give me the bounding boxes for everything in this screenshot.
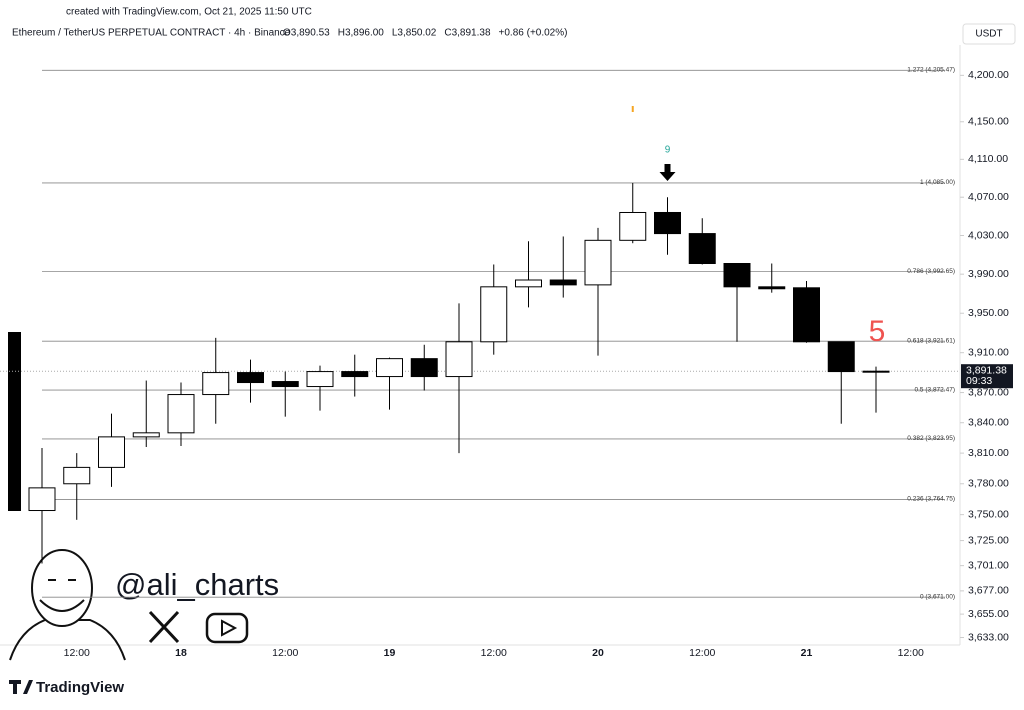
ohlc-value: H3,896.00: [338, 28, 385, 39]
candle-body: [862, 370, 890, 373]
x-tick-label: 12:00: [272, 647, 298, 659]
y-tick-label: 3,780.00: [968, 478, 1009, 490]
down-arrow: [659, 164, 676, 181]
x-icon: [148, 610, 180, 644]
x-tick-label: 12:00: [64, 647, 90, 659]
fib-label: 1 (4,085.00): [920, 179, 955, 186]
x-tick-label: 21: [801, 647, 813, 659]
candle-body: [98, 436, 125, 468]
y-tick-label: 4,070.00: [968, 191, 1009, 203]
fib-label: 1.272 (4,205.47): [907, 67, 955, 74]
candle-body: [793, 287, 820, 343]
currency-box: [962, 23, 1016, 45]
candle-body: [202, 372, 230, 396]
youtube-icon: [205, 612, 249, 644]
candle-body: [515, 279, 542, 288]
chart-title: Ethereum / TetherUS PERPETUAL CONTRACT ·…: [12, 28, 291, 39]
candle-body: [758, 286, 786, 290]
candle-body: [410, 358, 438, 378]
count-label: 5: [869, 315, 886, 348]
ohlc-legend: O3,890.53 H3,896.00 L3,850.02 C3,891.38 +0.8…: [283, 28, 567, 39]
y-tick-label: 3,633.00: [968, 631, 1009, 643]
last-price: 3,891.38: [966, 364, 1007, 376]
candle-body: [654, 211, 681, 235]
candle-body: [445, 341, 473, 378]
y-tick-label: 4,200.00: [968, 69, 1009, 81]
ohlc-value: O3,890.53: [283, 28, 330, 39]
candle-body: [376, 358, 403, 378]
candle-body: [341, 371, 369, 378]
y-tick-label: 3,840.00: [968, 416, 1009, 428]
y-tick-label: 3,677.00: [968, 585, 1009, 597]
candle-body: [688, 233, 716, 265]
currency: USDT: [975, 29, 1002, 40]
candle-body: [63, 466, 91, 485]
y-tick-label: 3,910.00: [968, 346, 1009, 358]
y-tick-label: 3,655.00: [968, 608, 1009, 620]
candle-body: [549, 279, 577, 286]
y-tick-label: 4,030.00: [968, 229, 1009, 241]
fib-label: 0.786 (3,992.65): [907, 268, 955, 275]
y-tick-label: 4,110.00: [968, 153, 1008, 165]
ohlc-value: C3,891.38: [444, 28, 491, 39]
ohlc-value: +0.86 (+0.02%): [499, 28, 568, 39]
fib-label: 0 (3,671.00): [920, 593, 955, 600]
candle-body: [306, 371, 334, 388]
countdown: 09:33: [966, 375, 992, 387]
y-tick-label: 4,150.00: [968, 116, 1009, 128]
tv-logo: [9, 680, 33, 694]
x-tick-label: 12:00: [689, 647, 715, 659]
y-tick-label: 3,950.00: [968, 307, 1009, 319]
y-tick-label: 3,870.00: [968, 386, 1009, 398]
brand: TradingView: [36, 679, 124, 696]
x-tick-label: 20: [592, 647, 604, 659]
x-tick-label: 19: [384, 647, 396, 659]
candle-body: [237, 372, 264, 384]
candle-body: [619, 211, 647, 241]
y-tick-label: 3,701.00: [968, 559, 1009, 571]
candle-body: [271, 381, 299, 388]
candle-body: [827, 341, 855, 373]
candle-body: [723, 263, 751, 288]
youtube-play: [221, 619, 238, 637]
x-tick-label: 12:00: [481, 647, 507, 659]
x-tick-label: 12:00: [898, 647, 924, 659]
created-note: created with TradingView.com, Oct 21, 20…: [66, 7, 312, 18]
candle-body: [167, 394, 195, 434]
ohlc-value: L3,850.02: [392, 28, 437, 39]
sequential-label: 9: [665, 145, 671, 156]
candle-body: [132, 432, 160, 438]
y-tick-label: 3,725.00: [968, 534, 1009, 546]
fib-label: 0.236 (3,764.75): [907, 496, 955, 503]
candle-body: [584, 239, 612, 286]
x-tick-label: 18: [175, 647, 187, 659]
candle-body: [480, 286, 508, 343]
candle-body: [28, 487, 56, 512]
watermark-handle: @ali_charts: [115, 567, 279, 602]
marker: [631, 106, 634, 112]
avatar: [9, 549, 126, 661]
side-bar: [8, 332, 21, 511]
fib-label: 0.5 (3,872.47): [915, 386, 955, 393]
y-tick-label: 3,750.00: [968, 508, 1009, 520]
y-tick-label: 3,810.00: [968, 447, 1009, 459]
fib-label: 0.382 (3,823.95): [907, 435, 955, 442]
fib-label: 0.618 (3,921.61): [907, 337, 955, 344]
last-price-box: [961, 364, 1013, 389]
y-tick-label: 3,990.00: [968, 268, 1009, 280]
